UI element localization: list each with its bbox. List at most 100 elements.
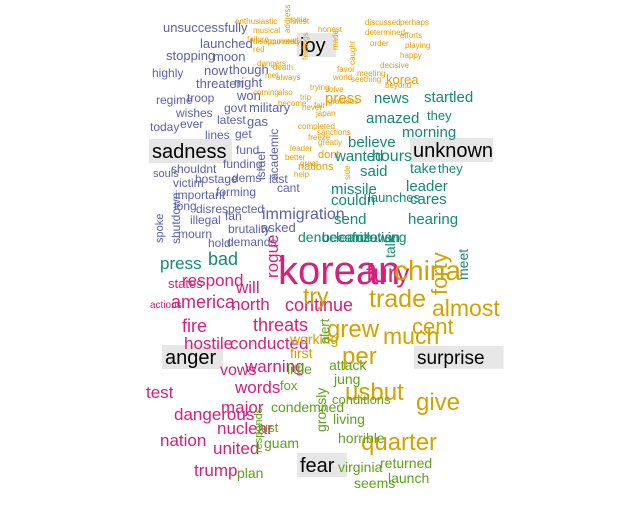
word-anger-warning: warning xyxy=(244,357,305,376)
word-joy-better: better xyxy=(285,153,306,162)
word-fear-just: just xyxy=(257,420,279,435)
category-label-sadness: sadness xyxy=(152,141,227,163)
category-label-bg-anger xyxy=(162,345,223,369)
word-unknown-launches: launches xyxy=(368,190,421,205)
word-joy-red: red xyxy=(253,45,265,54)
word-fear-attack: attack xyxy=(329,357,367,373)
word-unknown-couldn: couldn xyxy=(331,192,375,209)
word-joy-syria: syria xyxy=(290,15,307,24)
word-joy-beyond: beyond xyxy=(385,81,411,90)
word-surprise-much: much xyxy=(383,323,439,349)
word-anger-states: states xyxy=(168,276,203,291)
word-joy-gracious: gracious xyxy=(328,97,358,106)
word-fear-seems: seems xyxy=(354,475,395,491)
word-anger-conducted: conducted xyxy=(230,334,308,353)
word-unknown-became: became xyxy=(322,229,372,245)
word-sadness-fund: fund xyxy=(236,143,259,157)
word-sadness-hostage: hostage xyxy=(195,172,238,186)
word-sadness-victim: victim xyxy=(173,176,204,190)
word-anger-fire: fire xyxy=(182,316,207,336)
word-joy-favor: favor xyxy=(337,65,355,74)
word-sadness-cant: cant xyxy=(277,181,300,195)
word-joy-meeting: meeting xyxy=(357,69,385,78)
word-unknown-morning: morning xyxy=(402,124,456,141)
word-joy-address: address xyxy=(283,5,292,33)
word-joy-great: great xyxy=(300,159,319,168)
word-sadness-hold: hold xyxy=(208,236,231,250)
word-surprise-first: first xyxy=(290,345,313,361)
word-unknown-denuclearization: denuclearization xyxy=(298,229,400,245)
word-joy-honest: honest xyxy=(318,25,343,34)
word-unknown-news: news xyxy=(374,90,409,107)
word-surprise-quarter: quarter xyxy=(361,429,437,456)
word-joy-side: side xyxy=(343,165,352,180)
category-label-anger: anger xyxy=(165,347,216,369)
word-anger-will: will xyxy=(235,278,260,297)
word-fear-virginia: virginia xyxy=(338,459,383,475)
word-joy-made: made xyxy=(331,29,340,50)
word-joy-currently: currently xyxy=(270,37,301,46)
word-surprise-trade: trade xyxy=(369,285,426,313)
category-label-unknown: unknown xyxy=(413,140,493,162)
word-joy-become: become xyxy=(278,99,307,108)
word-fear-guam: guam xyxy=(264,435,299,451)
word-surprise-forty: forty xyxy=(427,252,452,295)
word-fear-horrible: horrible xyxy=(338,430,385,446)
word-sadness-govt: govt xyxy=(224,101,247,115)
word-joy-never: never xyxy=(302,103,322,112)
word-joy-order: order xyxy=(370,39,389,48)
category-label-surprise: surprise xyxy=(417,348,485,369)
word-sadness-immigration: immigration xyxy=(262,206,345,223)
word-anger-trump: trump xyxy=(194,461,237,480)
word-unknown-startled: startled xyxy=(424,89,473,106)
word-sadness-souls: souls xyxy=(153,168,179,180)
word-sadness-moon: moon xyxy=(213,49,246,64)
word-unknown-amazed: amazed xyxy=(366,110,419,127)
word-joy-death: death xyxy=(273,63,293,72)
word-sadness-important: important xyxy=(175,188,226,202)
word-sadness-today: today xyxy=(150,120,179,134)
word-surprise-give: give xyxy=(416,389,460,416)
word-sadness-asked: asked xyxy=(261,220,296,235)
word-anger-respond: respond xyxy=(182,271,243,290)
word-sadness-military: military xyxy=(249,100,291,115)
word-joy-fair: fair xyxy=(314,101,325,110)
word-sadness-spoke: spoke xyxy=(154,214,166,243)
category-label-bg-joy xyxy=(297,33,336,57)
word-anger-major: major xyxy=(221,398,264,417)
word-anger-fury: fury xyxy=(366,258,409,288)
word-sadness-dems: dems xyxy=(232,171,261,185)
word-surprise-china: china xyxy=(394,255,461,286)
word-joy-perhaps: perhaps xyxy=(400,18,429,27)
word-sadness-israel: israel xyxy=(254,151,268,180)
word-surprise-cent: cent xyxy=(412,314,454,339)
word-surprise-usbut: usbut xyxy=(345,379,404,406)
word-unknown-bad: bad xyxy=(208,249,238,269)
word-sadness-shouldnt: shouldnt xyxy=(171,162,217,176)
word-anger-test: test xyxy=(146,383,174,402)
word-joy-freeze: freeze xyxy=(308,133,331,142)
word-unknown-they: they xyxy=(438,161,463,176)
word-fear-returned: returned xyxy=(380,455,432,471)
word-joy-musical: musical xyxy=(253,26,280,35)
word-unknown-said: said xyxy=(360,163,388,180)
word-unknown-missile: missile xyxy=(331,181,377,198)
word-sadness-long: long xyxy=(174,199,197,213)
word-joy-korea: korea xyxy=(386,72,419,87)
word-sadness-unsuccessfully: unsuccessfully xyxy=(163,20,248,35)
word-joy-determined: determined xyxy=(365,28,405,37)
word-unknown-talk: talk xyxy=(382,235,398,258)
word-unknown-press: press xyxy=(160,254,202,273)
word-sadness-illegal: illegal xyxy=(190,213,221,227)
word-joy-japan: japan xyxy=(315,109,336,118)
word-surprise-almost: almost xyxy=(432,295,500,321)
word-sadness-forming: forming xyxy=(216,185,256,199)
word-joy-efforts: efforts xyxy=(400,31,422,40)
category-label-bg-surprise xyxy=(414,345,504,369)
word-fear-launch: launch xyxy=(388,470,429,486)
word-unknown-send: send xyxy=(334,211,367,228)
word-sadness-regime: regime xyxy=(156,93,193,107)
word-joy-also: also xyxy=(278,88,293,97)
word-joy-playing: playing xyxy=(405,41,430,50)
word-anger-dangerous: dangerous xyxy=(174,405,254,424)
